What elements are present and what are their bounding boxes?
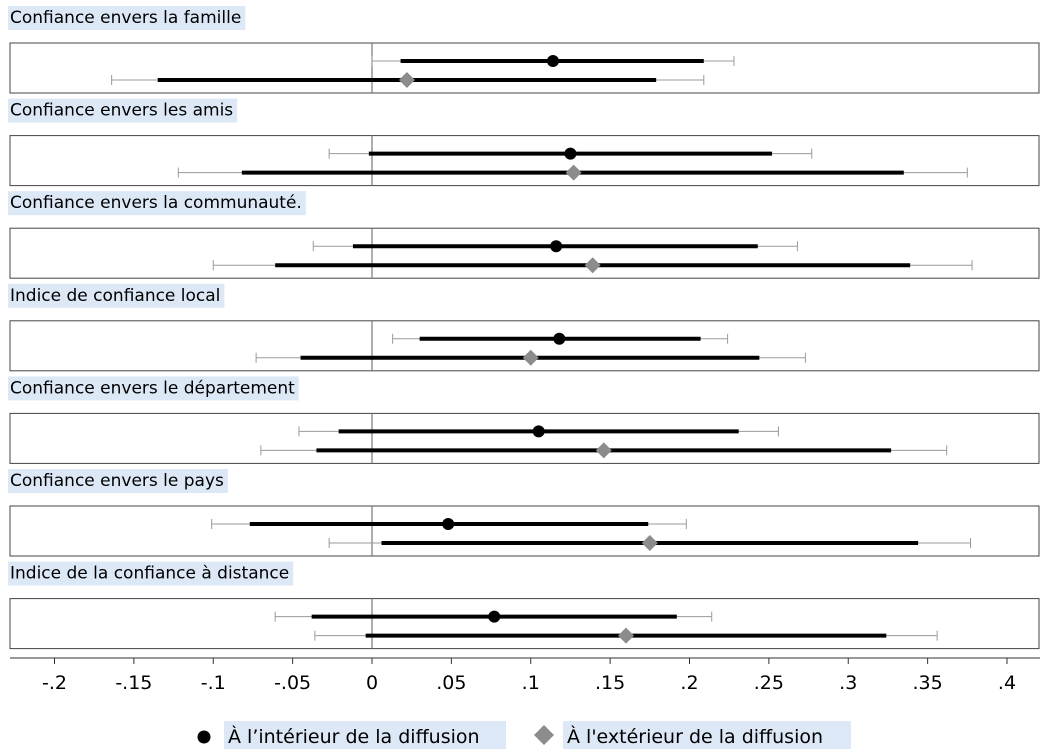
panel-label: Indice de la confiance à distance (10, 564, 289, 584)
panel-label-highlight (8, 191, 306, 216)
panel-label: Confiance envers la communauté. (10, 193, 302, 213)
panel-5: Confiance envers le département (8, 376, 1040, 464)
x-tick-label: .2 (680, 672, 698, 694)
panel-label: Confiance envers le département (10, 378, 295, 398)
panel-frame (9, 227, 1040, 279)
panel-label-highlight (8, 376, 299, 401)
panel-2: Confiance envers les amis (8, 98, 1040, 187)
panel-6: Confiance envers le pays (8, 469, 1040, 557)
x-tick-label: .3 (839, 672, 857, 694)
panel-label: Confiance envers le pays (10, 471, 224, 491)
legend-label-outside: À l'extérieur de la diffusion (567, 725, 823, 748)
panel-label-highlight (8, 6, 246, 30)
point-estimate-diamond (595, 442, 612, 459)
x-tick-label: .25 (754, 672, 784, 694)
point-estimate-circle (488, 610, 501, 623)
panel-1: Confiance envers la famille (8, 6, 1040, 94)
legend-diamond-marker (534, 725, 554, 745)
x-tick-label: .15 (595, 672, 625, 694)
x-tick-label: -.1 (201, 672, 226, 694)
x-tick-label: .4 (998, 672, 1016, 694)
point-estimate-diamond (618, 627, 634, 644)
legend-label-inside: À l’intérieur de la diffusion (228, 725, 480, 748)
panel-frame (9, 598, 1040, 650)
point-estimate-diamond (641, 535, 658, 551)
x-tick-label: -.05 (274, 672, 311, 694)
x-tick-label: -.2 (42, 672, 67, 694)
panel-frame (9, 412, 1040, 464)
panel-label-highlight (8, 283, 225, 308)
point-estimate-circle (546, 55, 559, 67)
panel-label-highlight (8, 561, 294, 586)
panel-7: Indice de la confiance à distance (8, 561, 1040, 650)
point-estimate-diamond (584, 257, 601, 274)
panel-3: Confiance envers la communauté. (8, 191, 1040, 279)
panel-label: Confiance envers les amis (10, 101, 233, 121)
panel-4: Indice de confiance local (8, 283, 1040, 372)
panel-frame (9, 320, 1040, 372)
panel-frame (9, 42, 1040, 94)
point-estimate-circle (553, 332, 566, 345)
x-tick-label: .1 (522, 672, 540, 694)
panel-frame (9, 505, 1040, 557)
point-estimate-diamond (565, 164, 582, 181)
panel-label: Indice de confiance local (10, 286, 220, 306)
x-tick-label: .35 (913, 672, 943, 694)
point-estimate-diamond (522, 349, 539, 366)
point-estimate-circle (564, 147, 577, 160)
panel-label: Confiance envers la famille (10, 8, 241, 28)
panel-label-highlight (8, 98, 238, 123)
point-estimate-circle (550, 240, 563, 253)
panel-frame (9, 135, 1040, 187)
panel-label-highlight (8, 469, 228, 493)
legend-label-highlight (563, 721, 851, 749)
point-estimate-circle (532, 425, 545, 438)
x-tick-label: -.15 (115, 672, 152, 694)
legend: À l’intérieur de la diffusion À l'extérie… (197, 721, 851, 749)
legend-circle-marker (197, 730, 211, 744)
legend-label-highlight (224, 721, 506, 749)
point-estimate-circle (442, 518, 455, 530)
x-axis: -.2 -.15 -.1 -.05 0 .05 .1 .15 .2 .25 .3 .35 .4 (10, 657, 1040, 694)
x-tick-label: 0 (366, 672, 378, 694)
point-estimate-diamond (398, 72, 415, 88)
x-tick-label: .05 (436, 672, 466, 694)
